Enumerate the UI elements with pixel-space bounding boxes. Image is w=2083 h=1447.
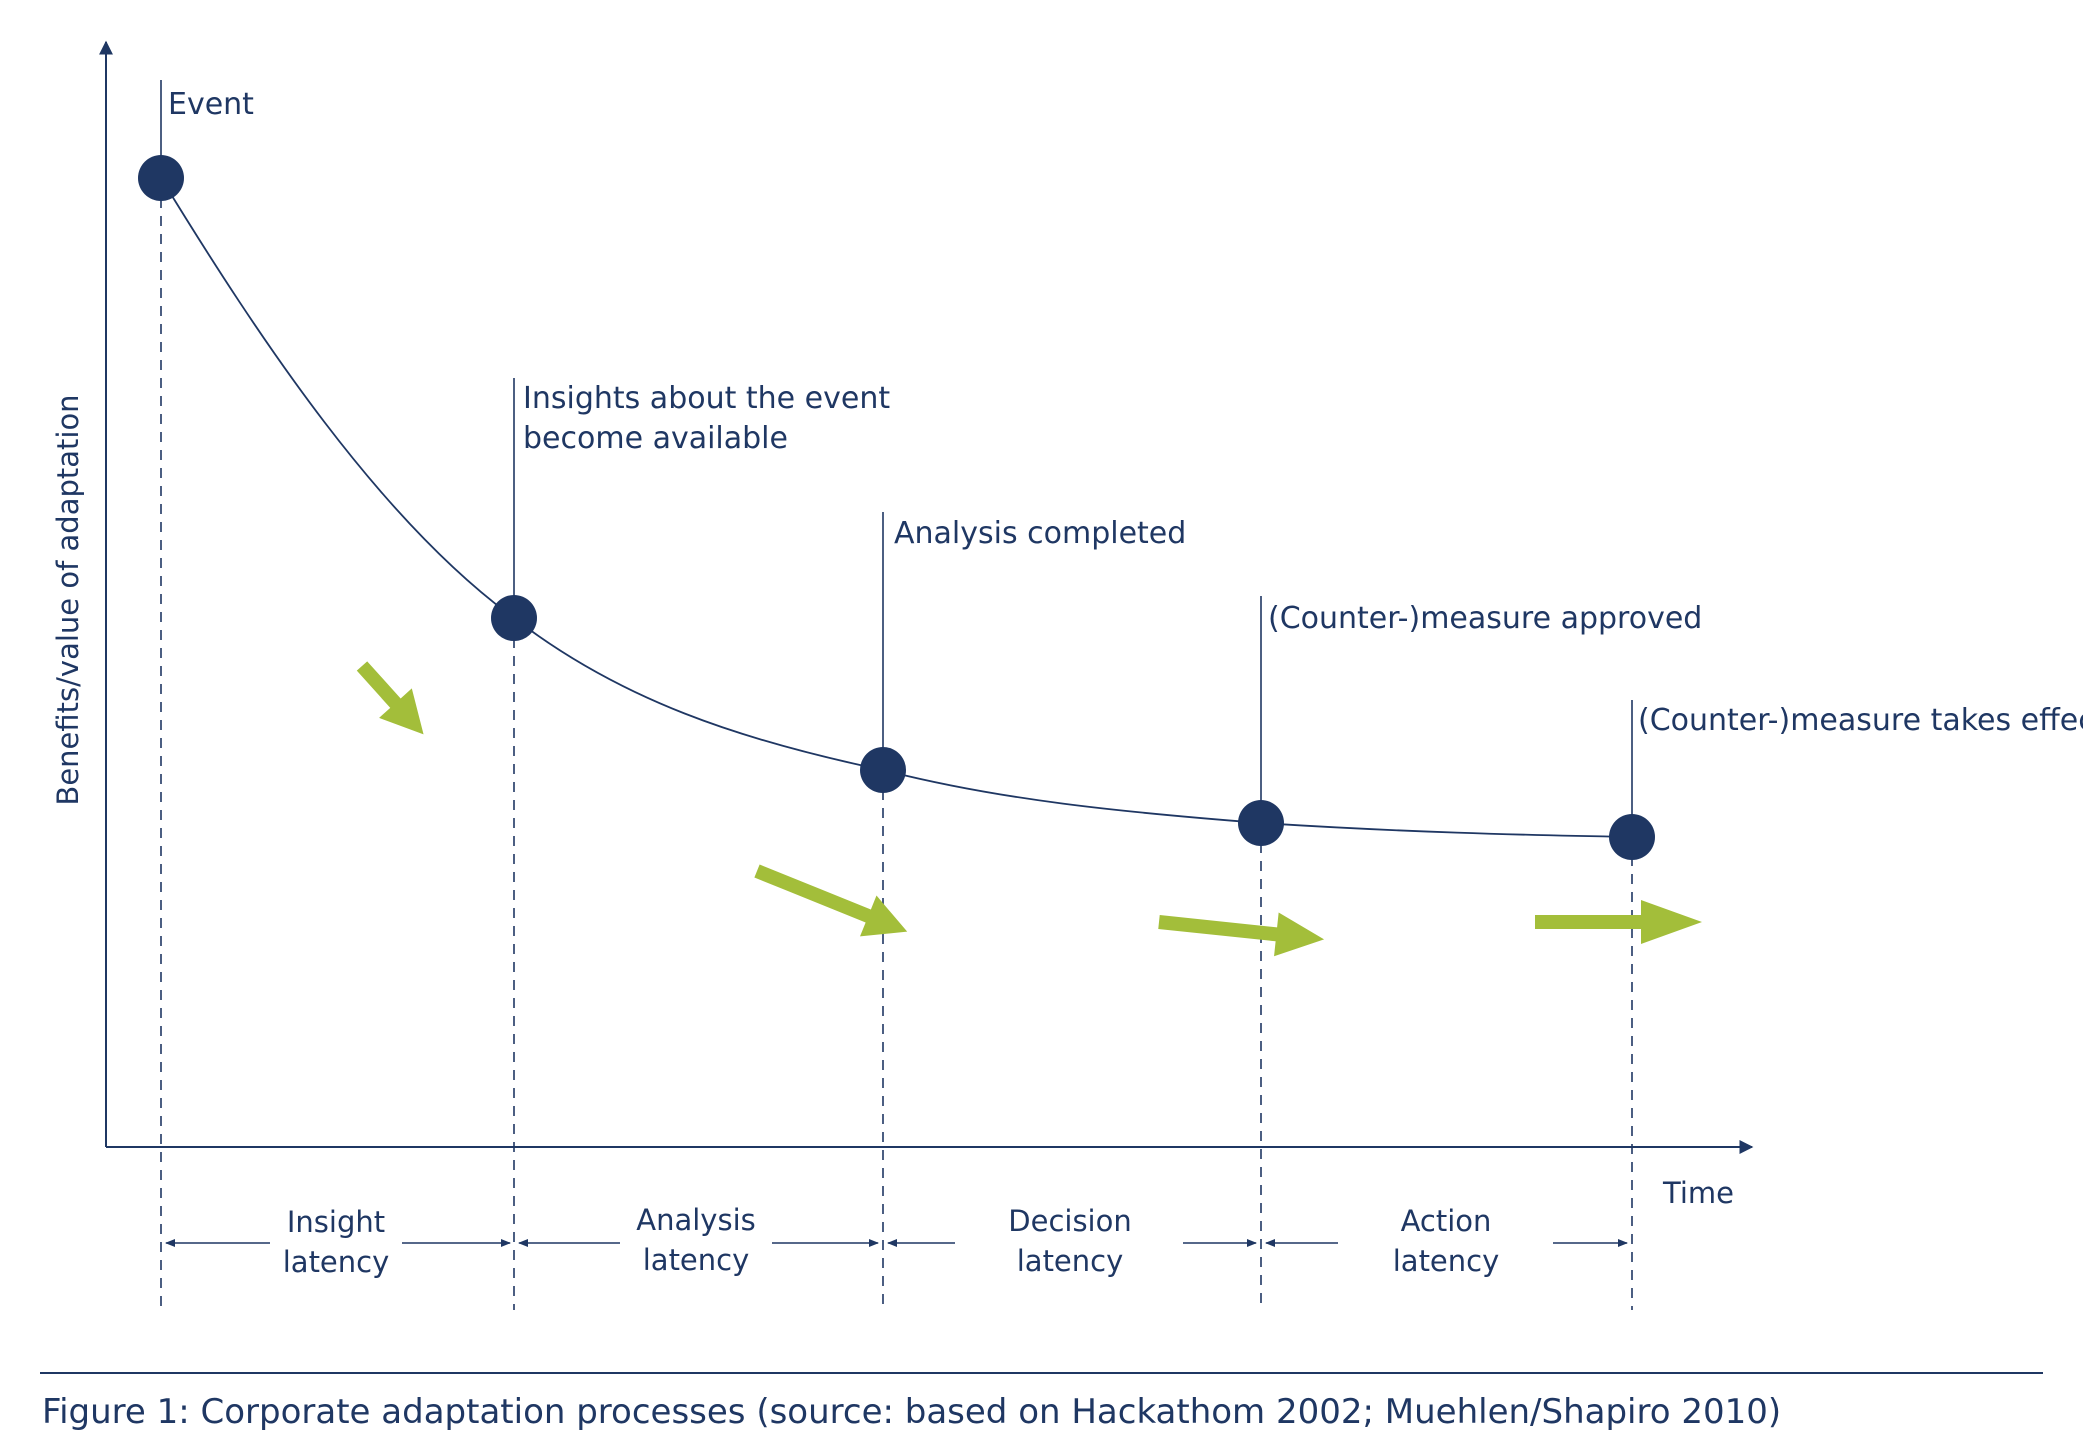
latency-label-0b: latency [283, 1245, 390, 1279]
green-arrow-icon [754, 864, 908, 937]
green-arrow-icon [356, 661, 424, 735]
node-decision [1238, 800, 1284, 846]
latency-label-3a: Action [1401, 1204, 1492, 1238]
event-label-4: (Counter-)measure takes effect [1638, 703, 2083, 738]
benefit-curve [160, 177, 1633, 838]
latency-label-0a: Insight [287, 1205, 385, 1239]
node-analysis [860, 747, 906, 793]
label-stems [160, 80, 1633, 818]
latency-label-3b: latency [1393, 1244, 1500, 1278]
node-insights [491, 595, 537, 641]
event-label-0: Event [168, 87, 254, 122]
y-axis-label: Benefits/value of adaptation [51, 394, 85, 805]
green-arrow-icon [1535, 900, 1702, 944]
caption-divider [40, 1372, 2043, 1374]
latency-label-2b: latency [1017, 1244, 1124, 1278]
latency-label-2a: Decision [1008, 1204, 1131, 1238]
event-label-3: (Counter-)measure approved [1268, 601, 1702, 636]
event-label-1b: become available [523, 421, 788, 456]
figure-caption: Figure 1: Corporate adaptation processes… [42, 1392, 1782, 1432]
x-axis-label: Time [1662, 1176, 1734, 1210]
dashed-guides [160, 180, 1633, 1310]
node-event [138, 155, 184, 201]
node-action [1609, 814, 1655, 860]
latency-label-1b: latency [643, 1243, 750, 1277]
latency-label-1a: Analysis [636, 1203, 755, 1237]
event-label-2: Analysis completed [894, 516, 1186, 551]
green-arrow-icon [1158, 912, 1325, 957]
event-nodes [138, 155, 1655, 860]
event-label-1a: Insights about the event [523, 381, 890, 416]
green-arrows [356, 661, 1702, 957]
